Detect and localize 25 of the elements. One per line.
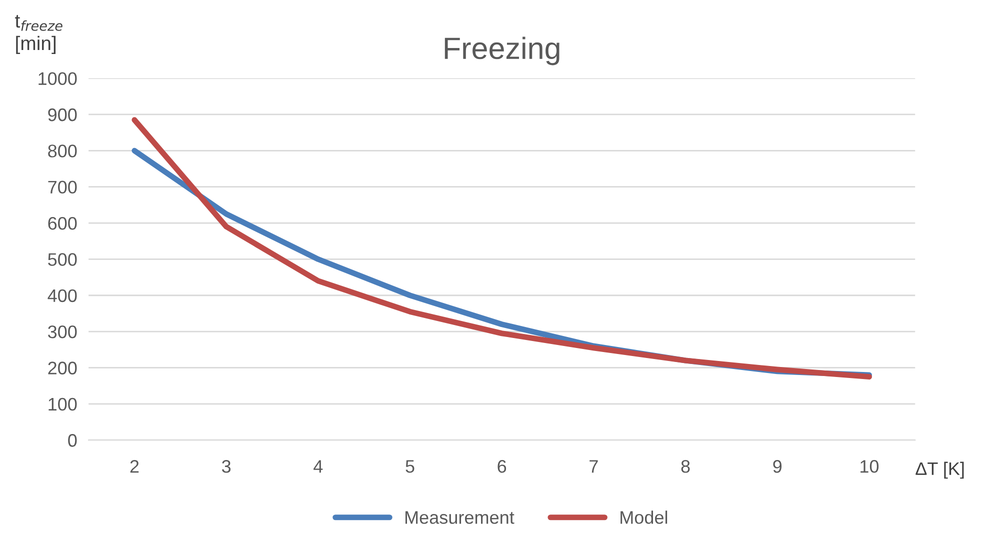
y-tick-label: 1000 — [38, 72, 77, 86]
x-tick-label: 4 — [314, 460, 323, 473]
x-tick-label: 2 — [130, 460, 139, 473]
x-tick-label: 3 — [222, 460, 231, 473]
y-tick-label: 500 — [48, 253, 77, 266]
y-tick-label: 100 — [48, 398, 77, 411]
x-tick-label: 8 — [681, 460, 690, 473]
y-tick-label: 200 — [48, 362, 77, 374]
legend-label: Model — [620, 510, 668, 524]
y-tick-label: 0 — [68, 434, 77, 447]
y-tick-label: 300 — [48, 325, 77, 338]
y-tick-label: 600 — [48, 216, 77, 230]
y-axis-title: t$_{freeze}$ [min] — [15, 14, 62, 54]
x-tick-label: 10 — [860, 460, 879, 473]
y-tick-label: 400 — [48, 289, 77, 302]
legend-label: Measurement — [405, 511, 514, 524]
chart-title: Freezing — [444, 36, 560, 66]
x-tick-label: 9 — [773, 460, 782, 473]
x-tick-label: 6 — [498, 460, 506, 473]
x-tick-label: 7 — [590, 460, 598, 473]
y-tick-label: 900 — [48, 108, 77, 122]
x-tick-label: 5 — [406, 460, 414, 473]
y-tick-label: 700 — [48, 180, 77, 194]
x-axis-title: ΔT [K] — [916, 462, 964, 479]
y-tick-label: 800 — [48, 144, 77, 158]
